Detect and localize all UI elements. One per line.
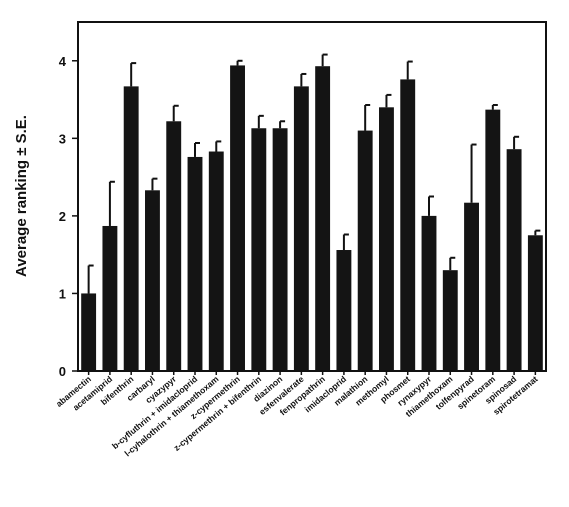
- y-tick-label-2: 1: [59, 286, 66, 301]
- y-tick-label-3: 2: [59, 209, 66, 224]
- error-bars-layer: [87, 53, 541, 294]
- plot-frame: [77, 21, 547, 372]
- y-axis-ticks: 0 1 2 3 4: [59, 54, 78, 379]
- bar-11: [293, 86, 309, 372]
- x-axis-ticks: abamectinacetamipridbifenthrincarbarylcy…: [54, 371, 540, 458]
- bar-2: [102, 225, 118, 371]
- bar-10: [272, 128, 288, 371]
- y-axis-label: Average ranking ± S.E.: [13, 115, 30, 277]
- bar-7: [208, 151, 224, 371]
- bar-14: [357, 130, 373, 371]
- bar-1: [81, 293, 97, 371]
- bar-8: [230, 65, 245, 371]
- bar-12: [315, 66, 331, 371]
- y-tick-label-1: 0: [59, 364, 66, 379]
- bar-15: [379, 107, 394, 372]
- bar-9: [251, 128, 267, 371]
- bar-3: [123, 86, 139, 372]
- bar-16: [400, 79, 416, 371]
- bar-6: [187, 156, 203, 371]
- bar-22: [527, 235, 543, 371]
- bar-17: [421, 215, 437, 371]
- bars-layer: [81, 65, 543, 372]
- bar-20: [485, 109, 501, 371]
- bar-19: [464, 202, 479, 371]
- bar-21: [506, 149, 522, 371]
- bar-18: [442, 270, 458, 371]
- bar-5: [166, 121, 182, 371]
- y-tick-label-5: 4: [59, 54, 67, 69]
- bar-4: [145, 190, 160, 371]
- y-tick-label-4: 3: [59, 131, 66, 146]
- bar-13: [336, 250, 352, 371]
